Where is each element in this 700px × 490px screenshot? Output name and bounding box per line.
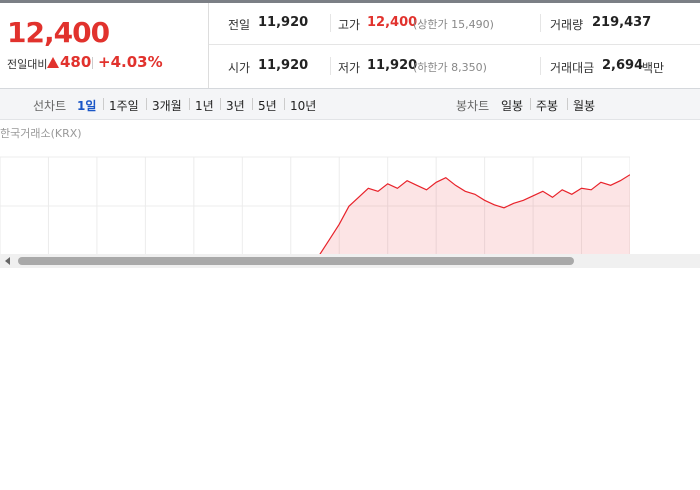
tab-divider [103,98,104,110]
divider [92,57,93,69]
stat-label: 고가 [338,18,361,32]
tab-divider [252,98,253,110]
tab[interactable]: 일봉 [501,99,524,113]
scroll-thumb[interactable] [18,257,574,265]
stat-label: 전일 [228,18,251,32]
price-box [0,3,209,88]
change-value: 480 [60,53,92,71]
chart-source: 한국거래소(KRX) [0,127,82,140]
tab-divider [220,98,221,110]
tab[interactable]: 1일 [77,99,97,113]
stat-value: 11,920 [258,15,309,30]
stat-value: 219,437 [592,15,652,30]
col-divider [540,57,541,75]
stat-label: 저가 [338,61,361,75]
change-rate: +4.03% [98,53,163,71]
y-tick-label: 12,454 [639,151,678,164]
y-tick-label: 12,291 [639,200,678,213]
up-arrow [47,57,59,68]
tab-divider [189,98,190,110]
tab-divider [567,98,568,110]
tab[interactable]: 주봉 [536,99,559,113]
stat-note: (상한가 15,490) [413,18,494,31]
tab[interactable]: 1년 [195,99,214,113]
tab-bar [0,88,700,120]
tab[interactable]: 10년 [290,99,317,113]
change-label: 전일대비 [7,58,48,71]
tab[interactable]: 3개월 [152,99,182,113]
stat-value: 2,694 [602,58,644,73]
tab-group-label: 선차트 [33,99,67,113]
col-divider [540,14,541,32]
area [320,174,630,254]
tab[interactable]: 3년 [226,99,245,113]
col-divider [330,14,331,32]
top-border [0,0,700,3]
tab-divider [530,98,531,110]
stat-note: (하한가 8,350) [413,61,487,74]
col-divider [330,57,331,75]
row-divider [209,44,700,45]
stat-label: 거래대금 [550,61,595,75]
stat-label: 거래량 [550,18,584,32]
price-line [319,174,630,254]
stat-value: 12,400 [367,15,418,30]
tab-divider [146,98,147,110]
stat-unit: 백만 [642,61,665,75]
tab[interactable]: 1주일 [109,99,139,113]
scroll-left[interactable] [3,256,13,266]
tab-group-label: 봉차트 [456,99,490,113]
stat-value: 11,920 [258,58,309,73]
stat-label: 시가 [228,61,251,75]
stat-value: 11,920 [367,58,418,73]
current-price: 12,400 [7,16,110,49]
tab-divider [284,98,285,110]
tab[interactable]: 월봉 [573,99,596,113]
tab[interactable]: 5년 [258,99,277,113]
